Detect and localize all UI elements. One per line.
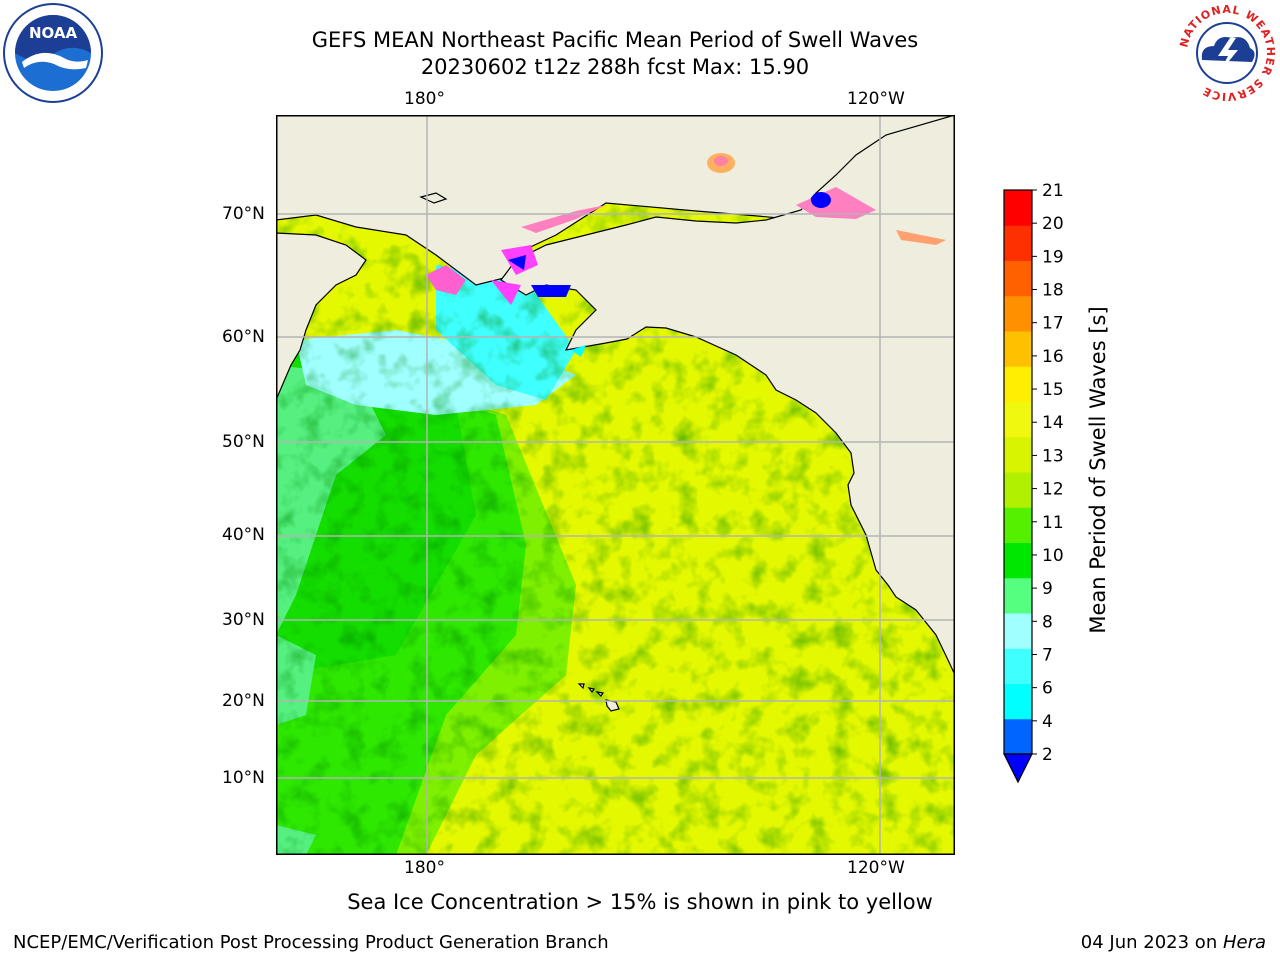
noaa-logo-text: NOAA [29, 24, 78, 42]
colorbar-segment [1004, 613, 1032, 649]
colorbar-tick-label: 13 [1042, 446, 1064, 466]
lat-tick-40n: 40°N [222, 525, 265, 545]
noaa-logo: NOAA [3, 3, 103, 103]
colorbar-tick-label: 16 [1042, 347, 1064, 367]
colorbar-segment [1004, 295, 1032, 332]
land [276, 115, 955, 712]
lat-tick-10n: 10°N [222, 768, 265, 788]
colorbar-segment [1004, 190, 1032, 226]
footer-machine: Hera [1222, 932, 1266, 953]
colorbar-segment [1004, 331, 1032, 367]
colorbar-segment [1004, 225, 1032, 261]
lon-tick-top-180: 180° [404, 89, 445, 109]
colorbar-tick-label: 11 [1042, 513, 1064, 533]
footer-date: 04 Jun 2023 on Hera [1081, 932, 1266, 953]
sea-ice-note: Sea Ice Concentration > 15% is shown in … [347, 890, 933, 914]
footer-branch: NCEP/EMC/Verification Post Processing Pr… [13, 932, 609, 953]
colorbar-tick-label: 9 [1042, 579, 1053, 599]
lat-tick-30n: 30°N [222, 610, 265, 630]
lat-tick-50n: 50°N [222, 432, 265, 452]
chart-subtitle: 20230602 t12z 288h fcst Max: 15.90 [420, 55, 810, 79]
colorbar-segment [1004, 366, 1032, 402]
colorbar-tick-label: 19 [1042, 247, 1064, 267]
colorbar-tick-label: 12 [1042, 480, 1064, 500]
colorbar-tick-label: 8 [1042, 612, 1053, 632]
colorbar-tick-label: 17 [1042, 314, 1064, 334]
colorbar-tick-label: 15 [1042, 380, 1064, 400]
colorbar: 2 4 6 7 8 9 10 11 12 13 14 15 16 17 18 19 20 21 [1003, 181, 1064, 784]
map-frame [276, 115, 955, 855]
sea-ice [426, 153, 946, 357]
chart-title: GEFS MEAN Northeast Pacific Mean Period … [311, 28, 919, 52]
colorbar-tick-label: 2 [1042, 745, 1053, 765]
colorbar-tick-label: 14 [1042, 413, 1064, 433]
lon-tick-bottom-180: 180° [404, 858, 445, 878]
colorbar-segment [1004, 577, 1032, 614]
colorbar-segment [1004, 401, 1032, 438]
colorbar-segment [1004, 507, 1032, 543]
colorbar-segment [1004, 542, 1032, 579]
colorbar-tick-label: 10 [1042, 546, 1064, 566]
colorbar-segment [1004, 683, 1032, 720]
colorbar-segment [1004, 260, 1032, 297]
colorbar-tick-label: 6 [1042, 679, 1053, 699]
colorbar-frame [1003, 189, 1033, 755]
lat-tick-20n: 20°N [222, 691, 265, 711]
lat-tick-70n: 70°N [222, 204, 265, 224]
footer-date-text: 04 Jun 2023 on [1080, 932, 1223, 953]
colorbar-segment [1004, 472, 1032, 508]
colorbar-segment [1004, 648, 1032, 684]
colorbar-tick-label: 4 [1042, 712, 1053, 732]
colorbar-extend-triangle [1003, 753, 1033, 784]
colorbar-tick-label: 20 [1042, 214, 1064, 234]
colorbar-segment [1004, 436, 1032, 473]
colorbar-tick-label: 21 [1042, 181, 1064, 201]
lon-tick-top-120w: 120°W [847, 89, 905, 109]
colorbar-segment [1004, 718, 1032, 755]
colorbar-label: Mean Period of Swell Waves [s] [1086, 306, 1110, 634]
lon-tick-bottom-120w: 120°W [847, 858, 905, 878]
nws-logo: NATIONAL WEATHER SERVICE [1177, 3, 1276, 103]
lat-tick-60n: 60°N [222, 327, 265, 347]
colorbar-tick-label: 18 [1042, 281, 1064, 301]
colorbar-tick-label: 7 [1042, 645, 1053, 665]
map [276, 115, 955, 855]
graticule [276, 115, 955, 855]
